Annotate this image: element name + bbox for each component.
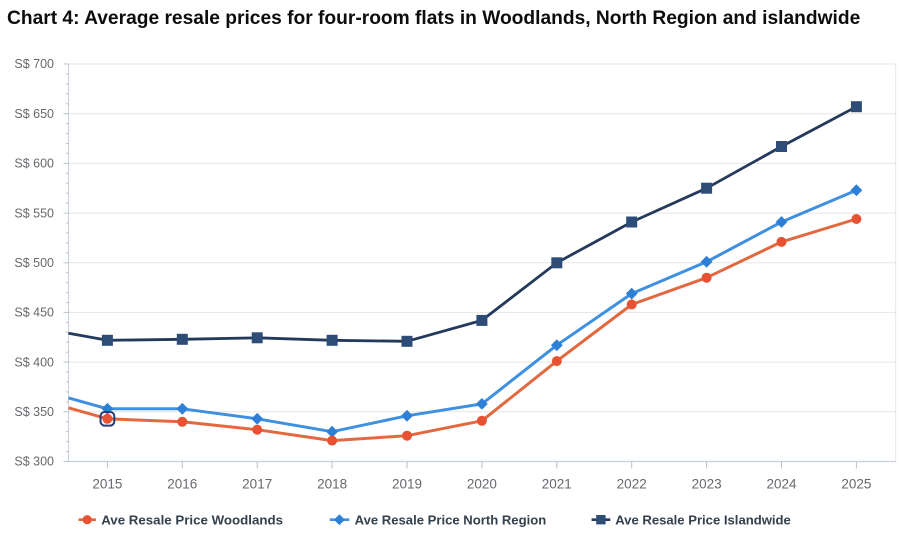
svg-text:Ave Resale Price Islandwide: Ave Resale Price Islandwide (615, 512, 791, 527)
svg-text:S$ 350: S$ 350 (14, 405, 54, 419)
svg-text:2019: 2019 (392, 477, 422, 492)
svg-text:2015: 2015 (92, 477, 122, 492)
svg-text:2024: 2024 (766, 477, 797, 492)
svg-text:S$ 400: S$ 400 (14, 355, 54, 369)
svg-text:S$ 450: S$ 450 (14, 306, 54, 320)
svg-text:2016: 2016 (167, 477, 197, 492)
svg-text:S$ 550: S$ 550 (14, 206, 54, 220)
svg-text:S$ 500: S$ 500 (14, 256, 54, 270)
svg-text:2020: 2020 (467, 477, 497, 492)
svg-text:S$ 600: S$ 600 (14, 157, 54, 171)
svg-text:S$ 650: S$ 650 (14, 107, 54, 121)
svg-text:2018: 2018 (317, 477, 347, 492)
svg-text:Ave Resale Price North Region: Ave Resale Price North Region (355, 512, 547, 527)
svg-text:2025: 2025 (841, 477, 871, 492)
svg-text:S$ 700: S$ 700 (14, 57, 54, 71)
svg-text:S$ 300: S$ 300 (14, 455, 54, 469)
svg-text:2021: 2021 (542, 477, 572, 492)
svg-text:2023: 2023 (692, 477, 722, 492)
svg-text:Ave Resale Price Woodlands: Ave Resale Price Woodlands (101, 512, 283, 527)
svg-text:2017: 2017 (242, 477, 272, 492)
svg-text:2022: 2022 (617, 477, 647, 492)
